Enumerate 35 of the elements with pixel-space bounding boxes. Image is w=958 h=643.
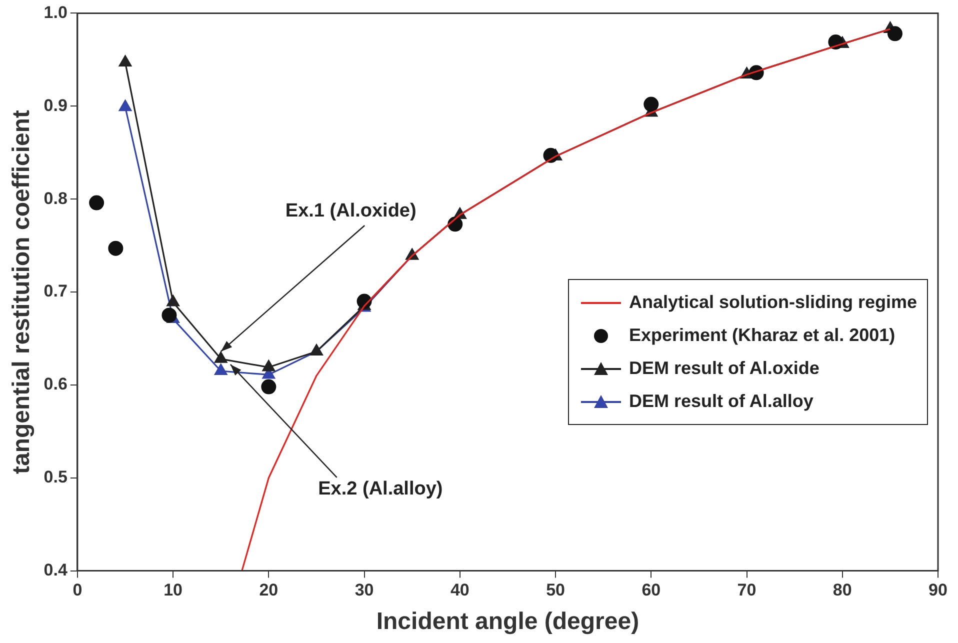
y-tick-label: 0.5 [44, 468, 68, 487]
point [262, 360, 276, 372]
point [214, 363, 228, 375]
x-tick-label: 40 [450, 580, 470, 600]
point [887, 26, 902, 42]
y-tick-label: 0.7 [44, 282, 68, 301]
point [644, 96, 659, 112]
point [89, 195, 104, 210]
y-tick-label: 0.4 [44, 560, 68, 580]
x-tick-label: 30 [354, 580, 374, 600]
point [108, 240, 124, 256]
annotation: Ex.2 (Al.alloy) [318, 478, 443, 500]
point [214, 351, 228, 363]
x-tick-label: 10 [164, 580, 183, 600]
point [118, 54, 132, 66]
y-tick-label: 0.6 [44, 374, 68, 394]
y-axis-title: tangential restitution coefficient [8, 110, 36, 474]
legend-label: Analytical solution-sliding regime [629, 292, 918, 313]
legend-label: DEM result of Al.alloy [629, 391, 814, 412]
legend-label: DEM result of Al.oxide [629, 358, 820, 379]
x-tick-label: 20 [259, 580, 278, 600]
x-tick-label: 0 [72, 580, 82, 600]
x-axis-title: Incident angle (degree) [376, 608, 640, 636]
x-tick-label: 80 [832, 580, 852, 600]
x-tick-label: 50 [546, 580, 565, 600]
y-tick-label: 0.9 [44, 96, 68, 115]
legend-label: Experiment (Kharaz et al. 2001) [629, 325, 896, 346]
x-tick-label: 70 [737, 580, 756, 600]
annotation: Ex.1 (Al.oxide) [285, 200, 416, 222]
x-tick-label: 60 [642, 580, 661, 600]
x-tick-label: 90 [928, 580, 948, 600]
point [166, 294, 180, 306]
y-tick-label: 1.0 [44, 2, 68, 22]
y-tick-label: 0.8 [44, 188, 68, 208]
point [118, 100, 132, 112]
